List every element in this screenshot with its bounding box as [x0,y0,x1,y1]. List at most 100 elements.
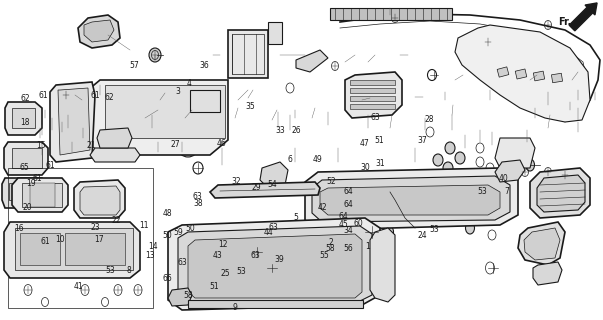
Text: 37: 37 [417,136,427,145]
Polygon shape [84,20,114,42]
Polygon shape [82,80,228,155]
Polygon shape [495,138,535,168]
Text: 10: 10 [55,235,65,244]
Ellipse shape [558,180,566,190]
Text: 29: 29 [251,183,261,192]
Text: 53: 53 [429,225,439,234]
Text: 44: 44 [264,228,273,237]
Text: 65: 65 [19,164,29,172]
Ellipse shape [382,225,394,239]
Polygon shape [228,30,268,78]
Polygon shape [97,128,132,148]
Polygon shape [9,183,42,200]
Polygon shape [105,85,225,138]
Text: 35: 35 [245,102,255,111]
Text: 64: 64 [339,212,349,221]
Text: 64: 64 [344,200,353,209]
Polygon shape [12,108,35,128]
Text: 11: 11 [139,221,148,230]
Polygon shape [22,183,62,207]
Text: 58: 58 [183,292,193,300]
Ellipse shape [361,223,375,241]
Text: 5: 5 [293,213,298,222]
Text: 13: 13 [145,252,154,260]
Text: 30: 30 [360,164,370,172]
Text: 3: 3 [175,87,180,96]
Polygon shape [345,72,402,118]
Text: 16: 16 [14,224,24,233]
Text: 53: 53 [105,266,115,275]
Polygon shape [168,288,192,306]
Text: 1: 1 [365,242,370,251]
Polygon shape [2,178,48,208]
Polygon shape [533,71,545,81]
FancyArrow shape [569,3,597,31]
Bar [8,168,153,308]
Polygon shape [260,162,288,188]
Text: 40: 40 [499,174,508,183]
Bar [15,228,133,270]
Text: 57: 57 [129,61,139,70]
Polygon shape [518,222,565,265]
Ellipse shape [445,142,455,154]
Bar [188,300,363,308]
Polygon shape [12,178,68,212]
Text: 62: 62 [105,93,115,102]
Polygon shape [530,168,590,218]
Text: 63: 63 [250,252,260,260]
Ellipse shape [178,139,198,157]
Text: 21: 21 [87,141,96,150]
Text: 22: 22 [111,216,121,225]
Polygon shape [50,82,95,162]
Text: 53: 53 [236,267,246,276]
Text: 17: 17 [95,235,104,244]
Text: 46: 46 [217,139,227,148]
Text: 25: 25 [220,269,230,278]
Text: 49: 49 [313,156,323,164]
Text: 48: 48 [163,209,172,218]
Text: 19: 19 [27,180,36,188]
Text: 9: 9 [233,303,238,312]
Ellipse shape [161,96,189,128]
Text: 15: 15 [36,141,46,150]
Ellipse shape [265,262,274,274]
Text: 8: 8 [126,266,131,275]
Ellipse shape [433,154,443,166]
Polygon shape [515,69,527,79]
Polygon shape [5,102,42,135]
Text: 34: 34 [344,226,353,235]
Text: 2: 2 [328,238,333,247]
Text: 50: 50 [185,224,195,233]
Ellipse shape [196,96,224,128]
Text: 55: 55 [319,252,329,260]
Text: 66: 66 [163,274,172,283]
Text: 61: 61 [45,161,55,170]
Text: 47: 47 [360,140,370,148]
Text: 61: 61 [33,174,42,183]
Ellipse shape [202,103,218,121]
Ellipse shape [503,184,513,196]
Polygon shape [551,73,563,83]
Text: 60: 60 [354,219,364,228]
Text: 51: 51 [209,282,219,291]
Text: 53: 53 [478,188,487,196]
Text: 39: 39 [274,255,284,264]
Polygon shape [74,180,125,218]
Text: 54: 54 [268,180,277,189]
Text: 43: 43 [212,252,222,260]
Ellipse shape [443,162,453,174]
Text: 42: 42 [318,203,327,212]
Text: 45: 45 [339,220,349,229]
Polygon shape [58,88,90,155]
Polygon shape [330,8,452,20]
Polygon shape [533,262,562,285]
Text: 52: 52 [327,177,336,186]
Bar [268,22,282,44]
Text: 36: 36 [199,61,209,70]
Polygon shape [537,175,585,212]
Polygon shape [168,218,380,310]
Text: 20: 20 [22,203,32,212]
Bar [350,88,395,93]
Text: 50: 50 [162,231,172,240]
Polygon shape [12,148,42,168]
